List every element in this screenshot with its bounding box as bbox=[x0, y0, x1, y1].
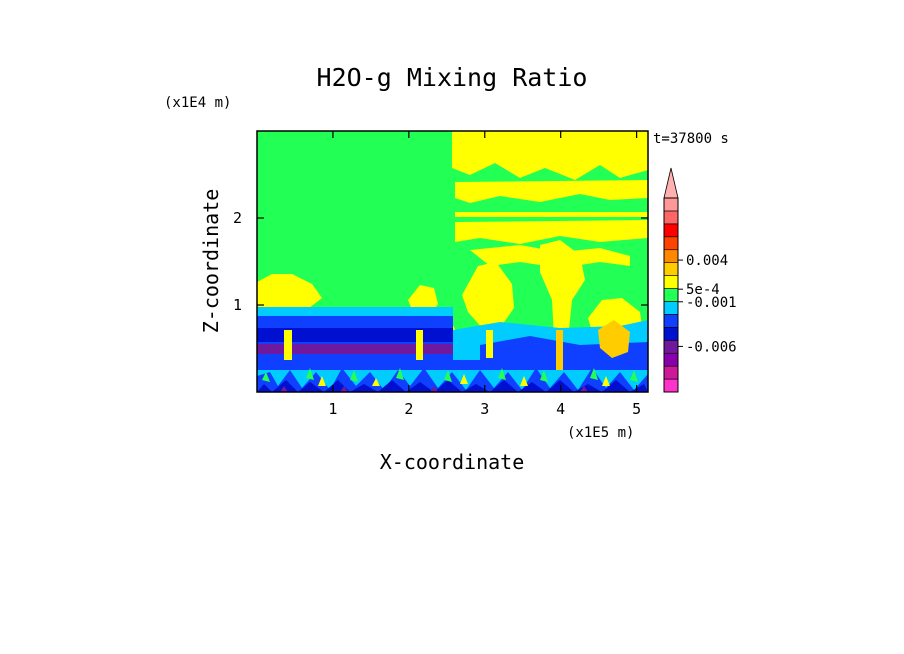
field-plume-stem-2 bbox=[416, 330, 423, 360]
field-bottom-turbulence bbox=[257, 368, 648, 392]
field-yellow-band-4 bbox=[455, 220, 648, 244]
field-cyan-layer bbox=[257, 307, 453, 316]
colorbar-frame bbox=[663, 197, 679, 393]
time-label: t=37800 s bbox=[653, 131, 729, 147]
y-axis-label: Z-coordinate bbox=[199, 189, 223, 334]
heatmap-field bbox=[257, 131, 648, 392]
colorbar: 0.004 5e-4-0.001 -0.006 bbox=[663, 167, 737, 393]
colorbar-segment bbox=[663, 223, 679, 238]
field-orange-patch bbox=[598, 320, 630, 358]
chart-title: H2O-g Mixing Ratio bbox=[317, 63, 588, 92]
field-purple-layer bbox=[257, 344, 453, 354]
colorbar-extend-arrow bbox=[663, 167, 679, 199]
field-plume-stem-4 bbox=[556, 330, 563, 380]
x-tick-label: 2 bbox=[404, 400, 413, 418]
colorbar-label: 0.004 bbox=[686, 253, 728, 269]
colorbar-segment bbox=[663, 197, 679, 212]
field-yellow-band-3 bbox=[455, 212, 648, 217]
y-ticks: 12 bbox=[233, 209, 648, 314]
colorbar-segment bbox=[663, 314, 679, 328]
field-plume-stem-3 bbox=[486, 330, 493, 358]
field-yellow-plume-4 bbox=[540, 240, 585, 360]
y-unit-label: (x1E4 m) bbox=[164, 95, 231, 111]
colorbar-segment bbox=[663, 301, 679, 315]
colorbar-segment bbox=[663, 275, 679, 289]
y-tick-label: 1 bbox=[233, 296, 242, 314]
x-tick-label: 5 bbox=[632, 400, 641, 418]
colorbar-segment bbox=[663, 288, 679, 302]
field-yellow-upper bbox=[452, 131, 648, 180]
colorbar-label: -0.006 bbox=[686, 339, 737, 355]
colorbar-segment bbox=[663, 236, 679, 251]
colorbar-segment bbox=[663, 339, 679, 354]
colorbar-segment bbox=[663, 327, 679, 341]
field-yellow-band-2 bbox=[455, 180, 648, 203]
colorbar-segment bbox=[663, 352, 679, 367]
colorbar-label: -0.001 bbox=[686, 295, 737, 311]
field-yellow-plume-3 bbox=[462, 262, 514, 350]
plot-frame bbox=[256, 130, 649, 393]
field-plume-stem-1 bbox=[284, 330, 292, 360]
colorbar-segment bbox=[663, 262, 679, 276]
x-unit-label: (x1E5 m) bbox=[567, 425, 634, 441]
colorbar-segment bbox=[663, 378, 679, 393]
colorbar-segment bbox=[663, 249, 679, 263]
x-tick-label: 4 bbox=[556, 400, 565, 418]
x-ticks: 1 2 3 4 5 bbox=[328, 131, 641, 418]
x-tick-label: 1 bbox=[328, 400, 337, 418]
field-darkblue-layer bbox=[257, 328, 453, 342]
colorbar-label: 5e-4 bbox=[686, 282, 720, 298]
colorbar-segment bbox=[663, 365, 679, 380]
x-tick-label: 3 bbox=[480, 400, 489, 418]
colorbar-segment bbox=[663, 210, 679, 225]
x-axis-label: X-coordinate bbox=[380, 450, 525, 474]
y-tick-label: 2 bbox=[233, 209, 242, 227]
